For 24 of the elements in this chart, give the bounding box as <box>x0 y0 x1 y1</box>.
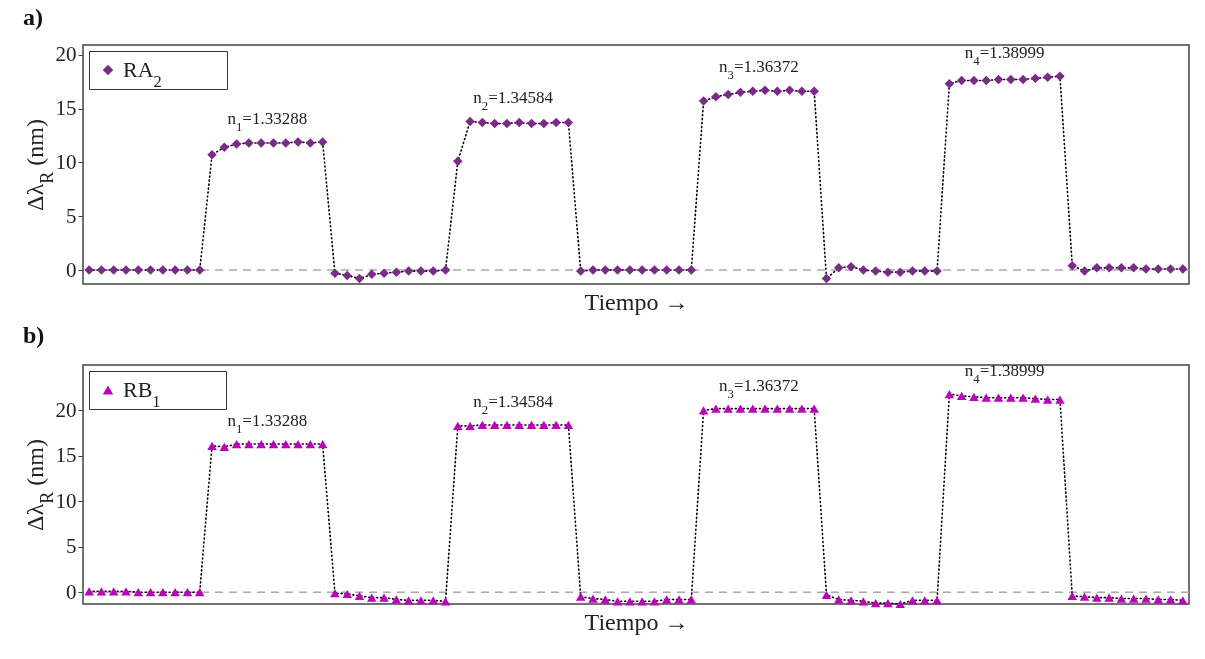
annotation: n$_{3}$=1.36372 <box>719 375 799 401</box>
annotation: n$_{1}$=1.33288 <box>227 411 308 437</box>
x-axis-title: Tiempo → <box>584 608 689 635</box>
annotation: n$_{4}$=1.38999 <box>964 43 1045 69</box>
annotation: n$_{3}$=1.36372 <box>719 57 799 83</box>
y-tick-label: 15 <box>55 443 77 468</box>
annotation: n$_{1}$=1.33288 <box>227 108 308 134</box>
legend-label: RA$_{2}$ <box>123 57 162 91</box>
y-tick-label: 10 <box>55 149 77 174</box>
chart-title: a) <box>23 3 43 30</box>
chart-title: b) <box>23 322 45 349</box>
y-tick-label: 20 <box>55 42 77 67</box>
annotation: n$_{2}$=1.34584 <box>473 391 554 417</box>
y-tick-label: 5 <box>66 203 77 228</box>
x-axis-title: Tiempo → <box>584 288 689 315</box>
y-tick-label: 0 <box>66 579 77 604</box>
y-tick-label: 0 <box>66 257 77 282</box>
annotation: n$_{2}$=1.34584 <box>473 88 554 114</box>
y-tick-label: 5 <box>66 534 77 559</box>
legend-label: RB$_{1}$ <box>123 377 161 411</box>
y-tick-label: 20 <box>55 397 77 422</box>
annotation: n$_{4}$=1.38999 <box>964 361 1045 387</box>
y-tick-label: 10 <box>55 488 77 513</box>
y-tick-label: 15 <box>55 96 77 121</box>
